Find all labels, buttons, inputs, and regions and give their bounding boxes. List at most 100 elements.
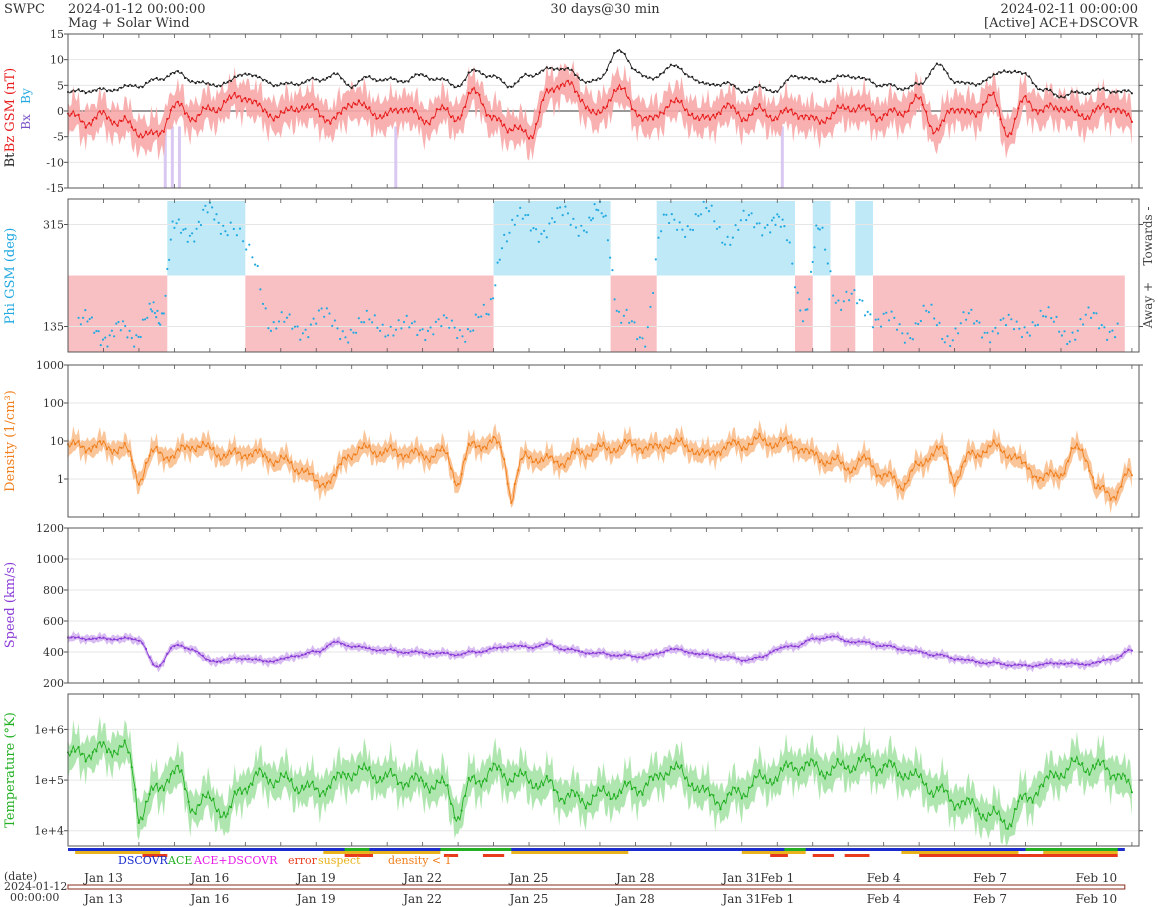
temperature-point bbox=[293, 789, 297, 792]
temperature-point bbox=[407, 785, 410, 788]
phi-point bbox=[553, 220, 556, 224]
density-point bbox=[556, 460, 559, 463]
phi-point bbox=[1100, 324, 1103, 327]
phi-point bbox=[151, 310, 154, 313]
speed-point bbox=[379, 649, 382, 652]
speed-point bbox=[648, 653, 651, 656]
bt-point bbox=[801, 76, 804, 79]
density-point bbox=[797, 451, 800, 454]
density-point bbox=[212, 446, 215, 450]
speed-point bbox=[691, 651, 694, 654]
phi-point bbox=[182, 228, 185, 231]
bt-point bbox=[290, 81, 293, 84]
density-point bbox=[251, 455, 254, 458]
phi-point bbox=[548, 222, 551, 225]
phi-point bbox=[164, 294, 167, 297]
phi-point bbox=[261, 302, 265, 305]
speed-point bbox=[673, 648, 676, 651]
speed-point bbox=[559, 648, 563, 651]
density-point bbox=[187, 446, 190, 449]
bt-point bbox=[318, 80, 321, 83]
temperature-point bbox=[492, 762, 495, 765]
bt-point bbox=[811, 77, 814, 80]
phi-point bbox=[379, 329, 382, 332]
bz-point bbox=[144, 130, 148, 133]
temperature-point bbox=[159, 787, 162, 790]
phi-point bbox=[511, 218, 514, 221]
phi-point bbox=[734, 224, 737, 227]
speed-point bbox=[1127, 648, 1130, 651]
phi-point bbox=[834, 301, 837, 304]
phi-point bbox=[402, 320, 406, 324]
bt-point bbox=[350, 86, 353, 90]
phi-point bbox=[975, 319, 978, 323]
density-point bbox=[527, 456, 531, 460]
phi-point bbox=[588, 216, 591, 219]
speed-point bbox=[861, 640, 864, 643]
bt-point bbox=[144, 81, 148, 84]
phi-point bbox=[1090, 316, 1093, 319]
phi-point bbox=[387, 334, 390, 337]
phi-point bbox=[162, 312, 165, 315]
speed-point bbox=[141, 642, 144, 645]
bt-point bbox=[123, 84, 126, 87]
phi-point bbox=[970, 308, 973, 311]
bz-point bbox=[613, 89, 616, 92]
phi-point bbox=[498, 258, 501, 261]
phi-point bbox=[646, 326, 649, 329]
bt-point bbox=[751, 88, 754, 91]
speed-point bbox=[1003, 663, 1006, 666]
bt-point bbox=[907, 87, 910, 90]
speed-point bbox=[166, 652, 169, 656]
density-point bbox=[318, 485, 321, 488]
density-point bbox=[304, 469, 307, 473]
temperature-point bbox=[432, 787, 435, 790]
speed-point bbox=[308, 651, 311, 654]
bz-point bbox=[503, 123, 506, 126]
speed-point bbox=[634, 655, 637, 658]
speed-point bbox=[854, 641, 857, 644]
phi-point bbox=[82, 316, 85, 319]
bz-point bbox=[467, 91, 470, 94]
phi-point bbox=[191, 232, 194, 235]
bt-point bbox=[247, 73, 250, 76]
temperature-point bbox=[120, 745, 123, 748]
bt-point bbox=[208, 83, 211, 86]
temperature-point bbox=[418, 779, 421, 782]
temperature-point bbox=[141, 818, 144, 821]
phi-point bbox=[710, 204, 713, 207]
mag-panel-frame bbox=[67, 33, 1140, 189]
density-point bbox=[836, 454, 839, 457]
density-point bbox=[946, 457, 949, 460]
speed-point bbox=[879, 644, 882, 648]
speed-point bbox=[779, 646, 782, 649]
phi-point bbox=[842, 300, 845, 303]
bt-point bbox=[652, 78, 655, 81]
density-point bbox=[808, 452, 811, 455]
mag-y-tick-label: -15 bbox=[46, 182, 64, 195]
speed-point bbox=[1045, 662, 1048, 665]
speed-point bbox=[907, 649, 910, 652]
phi-point bbox=[991, 330, 994, 333]
bt-point bbox=[180, 71, 183, 74]
phi-point bbox=[705, 206, 708, 210]
phi-point bbox=[371, 321, 374, 324]
speed-point bbox=[513, 644, 516, 647]
bz-point bbox=[758, 103, 761, 106]
phi-point bbox=[494, 284, 497, 287]
density-point bbox=[907, 479, 910, 482]
bz-point bbox=[698, 118, 701, 122]
speed-point bbox=[304, 652, 307, 656]
speed-point bbox=[347, 644, 350, 647]
bt-point bbox=[155, 76, 158, 80]
bz-point bbox=[882, 113, 885, 116]
phi-point bbox=[869, 313, 872, 316]
density-point bbox=[98, 440, 101, 443]
bt-point bbox=[648, 76, 651, 79]
density-point bbox=[84, 451, 87, 454]
temperature-point bbox=[1028, 797, 1031, 800]
bz-point bbox=[325, 119, 328, 122]
density-point bbox=[985, 451, 988, 454]
density-point bbox=[258, 448, 261, 451]
phi-point bbox=[856, 302, 859, 305]
